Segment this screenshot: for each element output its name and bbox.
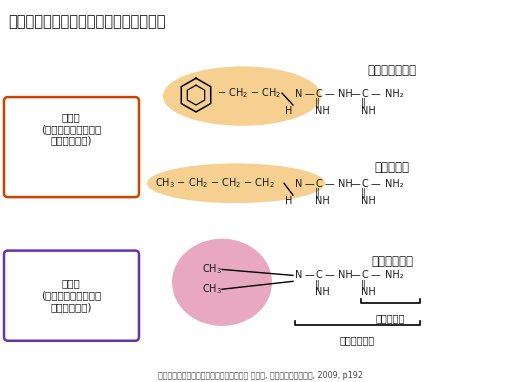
Text: ビグアナイド: ビグアナイド <box>340 335 374 345</box>
Ellipse shape <box>147 163 325 203</box>
Text: —: — <box>325 89 335 99</box>
FancyBboxPatch shape <box>4 97 139 197</box>
Text: NH: NH <box>361 196 376 206</box>
Text: —: — <box>325 179 335 189</box>
Text: ‖: ‖ <box>315 98 320 108</box>
Text: C: C <box>315 270 322 280</box>
Text: CH$_3$ $-$ CH$_2$ $-$ CH$_2$ $-$ CH$_2$: CH$_3$ $-$ CH$_2$ $-$ CH$_2$ $-$ CH$_2$ <box>155 176 275 190</box>
Text: H: H <box>285 196 293 206</box>
Text: 脂溶性
(ミトコンドリア膜に
結合しやすい): 脂溶性 (ミトコンドリア膜に 結合しやすい) <box>41 112 101 146</box>
Text: —: — <box>371 89 381 99</box>
Text: NH: NH <box>361 106 376 116</box>
Text: NH₂: NH₂ <box>385 89 404 99</box>
Text: ‖: ‖ <box>315 279 320 290</box>
Text: ‖: ‖ <box>361 188 366 198</box>
Text: $-$ CH$_2$ $-$ CH$_2$: $-$ CH$_2$ $-$ CH$_2$ <box>217 86 281 100</box>
Text: ‖: ‖ <box>315 188 320 198</box>
Text: C: C <box>361 89 368 99</box>
Ellipse shape <box>172 239 272 326</box>
Text: H: H <box>285 106 293 116</box>
Text: —: — <box>371 270 381 280</box>
Text: 水溶性
(ミトコンドリア膜に
結合しにくい): 水溶性 (ミトコンドリア膜に 結合しにくい) <box>41 278 101 312</box>
Text: N: N <box>295 270 302 280</box>
Text: NH: NH <box>315 196 330 206</box>
Text: —: — <box>351 270 361 280</box>
Text: ‖: ‖ <box>361 98 366 108</box>
Text: NH: NH <box>338 89 353 99</box>
Text: —: — <box>305 179 315 189</box>
Text: —: — <box>325 270 335 280</box>
Text: フェンホルミン: フェンホルミン <box>368 65 417 78</box>
Ellipse shape <box>163 66 321 126</box>
Text: メトホルミン: メトホルミン <box>371 254 413 267</box>
Text: —: — <box>351 179 361 189</box>
Text: NH: NH <box>315 106 330 116</box>
Text: N: N <box>295 179 302 189</box>
Text: —: — <box>351 89 361 99</box>
Text: —: — <box>371 179 381 189</box>
Text: CH$_3$: CH$_3$ <box>202 282 222 296</box>
Text: C: C <box>361 270 368 280</box>
Text: C: C <box>361 179 368 189</box>
Text: ブホルミン: ブホルミン <box>374 162 410 175</box>
Text: N: N <box>295 89 302 99</box>
Text: NH: NH <box>315 287 330 297</box>
Text: 河盛隆造（編）：見直されたビグアナイド 改訂版, フジメディカル出版, 2009, p192: 河盛隆造（編）：見直されたビグアナイド 改訂版, フジメディカル出版, 2009… <box>158 371 362 380</box>
Text: NH₂: NH₂ <box>385 270 404 280</box>
FancyBboxPatch shape <box>4 251 139 341</box>
Text: NH: NH <box>338 179 353 189</box>
Text: グアニジン: グアニジン <box>375 313 405 323</box>
Text: —: — <box>305 270 315 280</box>
Text: C: C <box>315 89 322 99</box>
Text: NH: NH <box>338 270 353 280</box>
Text: NH₂: NH₂ <box>385 179 404 189</box>
Text: ‖: ‖ <box>361 279 366 290</box>
Text: CH$_3$: CH$_3$ <box>202 262 222 276</box>
Text: —: — <box>305 89 315 99</box>
Text: NH: NH <box>361 287 376 297</box>
Text: 図　ビグアナイド系薬剤の構造式の比較: 図 ビグアナイド系薬剤の構造式の比較 <box>8 14 165 29</box>
Text: C: C <box>315 179 322 189</box>
